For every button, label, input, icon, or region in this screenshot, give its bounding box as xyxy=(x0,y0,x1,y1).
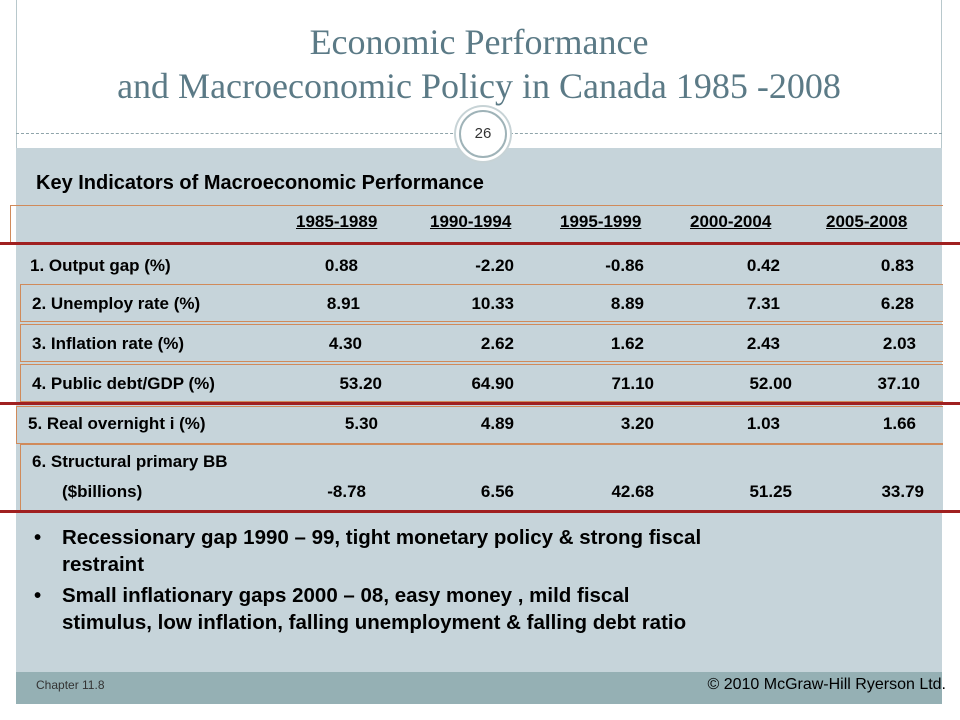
row-value: 2.03 xyxy=(882,334,916,353)
slide-title: Economic Performance and Macroeconomic P… xyxy=(16,20,942,108)
bullet-item: • Small inflationary gaps 2000 – 08, eas… xyxy=(30,582,930,636)
red-rule-bottom xyxy=(0,510,960,513)
row-value: 64.90 xyxy=(471,374,514,393)
row-value: 1.03 xyxy=(746,414,780,433)
row-value: 6.56 xyxy=(480,482,514,501)
bullet-line: stimulus, low inflation, falling unemplo… xyxy=(62,611,687,634)
period-header: 2000-2004 xyxy=(690,212,772,231)
row-value: 71.10 xyxy=(611,374,654,393)
row-value: 4.89 xyxy=(480,414,514,433)
row-value: 1.62 xyxy=(610,334,644,353)
table-row xyxy=(16,406,943,444)
row-value: 0.83 xyxy=(880,256,914,275)
row-value: 51.25 xyxy=(749,482,792,501)
red-rule-middle xyxy=(0,402,960,405)
bullet-dot-icon: • xyxy=(34,584,42,607)
period-header: 1990-1994 xyxy=(430,212,512,231)
row-value: 53.20 xyxy=(339,374,382,393)
row-label: 5. Real overnight i (%) xyxy=(28,414,206,433)
row-value: 52.00 xyxy=(749,374,792,393)
bullet-list: • Recessionary gap 1990 – 99, tight mone… xyxy=(30,524,930,640)
row-value: 7.31 xyxy=(746,294,780,313)
title-line-2: and Macroeconomic Policy in Canada 1985 … xyxy=(117,66,841,106)
table-row xyxy=(20,444,943,512)
row-value: 1.66 xyxy=(882,414,916,433)
row-label: 1. Output gap (%) xyxy=(30,256,171,275)
row-value: -8.78 xyxy=(327,482,366,501)
row-label: 3. Inflation rate (%) xyxy=(32,334,185,353)
copyright-notice: © 2010 McGraw-Hill Ryerson Ltd. xyxy=(707,676,946,693)
row-value: 2.62 xyxy=(480,334,514,353)
row-label: 6. Structural primary BB xyxy=(32,452,228,471)
row-value: 33.79 xyxy=(881,482,924,501)
row-value: 8.89 xyxy=(610,294,644,313)
title-line-1: Economic Performance xyxy=(309,22,649,62)
row-value: 42.68 xyxy=(611,482,654,501)
table-row xyxy=(20,324,943,362)
row-value: -0.86 xyxy=(605,256,644,275)
row-label: 4. Public debt/GDP (%) xyxy=(32,374,215,393)
table-row xyxy=(20,364,943,402)
table-row xyxy=(20,284,943,322)
bullet-dot-icon: • xyxy=(34,526,42,549)
row-value: 3.20 xyxy=(620,414,654,433)
row-value: 2.43 xyxy=(746,334,780,353)
period-header: 1985-1989 xyxy=(296,212,378,231)
row-value: 0.42 xyxy=(746,256,780,275)
row-label-continued: ($billions) xyxy=(62,482,143,501)
row-value: 0.88 xyxy=(324,256,358,275)
page-number-badge: 26 xyxy=(459,110,507,158)
bullet-line: Recessionary gap 1990 – 99, tight moneta… xyxy=(62,526,702,549)
chapter-label: Chapter 11.8 xyxy=(36,678,105,692)
red-rule-top xyxy=(0,242,960,245)
row-value: 5.30 xyxy=(344,414,378,433)
bullet-line: Small inflationary gaps 2000 – 08, easy … xyxy=(62,584,630,607)
row-value: -2.20 xyxy=(475,256,514,275)
table-heading: Key Indicators of Macroeconomic Performa… xyxy=(36,172,484,194)
row-value: 10.33 xyxy=(471,294,514,313)
footer-bar xyxy=(16,672,942,704)
period-header: 2005-2008 xyxy=(826,212,908,231)
row-label: 2. Unemploy rate (%) xyxy=(32,294,201,313)
bullet-line: restraint xyxy=(62,553,145,576)
row-value: 6.28 xyxy=(880,294,914,313)
row-value: 8.91 xyxy=(326,294,360,313)
row-value: 37.10 xyxy=(877,374,920,393)
period-header: 1995-1999 xyxy=(560,212,642,231)
row-value: 4.30 xyxy=(328,334,362,353)
bullet-item: • Recessionary gap 1990 – 99, tight mone… xyxy=(30,524,930,578)
